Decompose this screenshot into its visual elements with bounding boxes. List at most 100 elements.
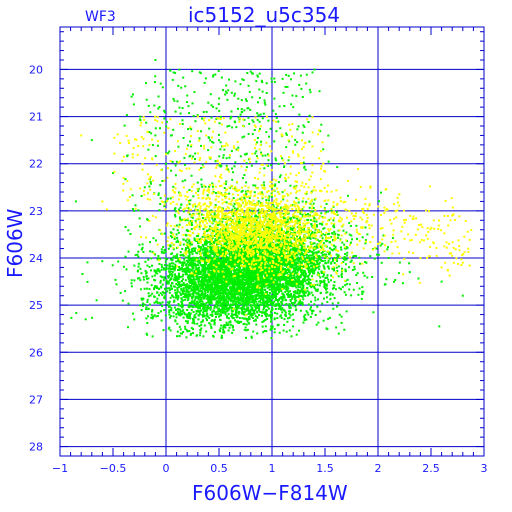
data-point bbox=[311, 285, 314, 288]
data-point bbox=[193, 272, 196, 275]
data-point bbox=[179, 285, 182, 288]
data-point bbox=[211, 274, 214, 277]
data-point bbox=[320, 234, 323, 237]
data-point bbox=[302, 280, 305, 283]
data-point bbox=[189, 285, 192, 288]
data-point bbox=[220, 308, 223, 311]
data-point bbox=[327, 281, 330, 284]
data-point bbox=[265, 305, 268, 307]
data-point bbox=[249, 301, 252, 304]
data-point bbox=[216, 286, 219, 289]
data-point bbox=[182, 331, 185, 333]
data-point bbox=[152, 237, 155, 240]
data-point bbox=[245, 294, 248, 297]
data-point bbox=[331, 267, 334, 270]
data-point bbox=[311, 232, 314, 235]
data-point bbox=[262, 285, 265, 287]
data-point bbox=[352, 288, 355, 291]
data-point bbox=[224, 311, 227, 314]
data-point bbox=[209, 306, 212, 308]
data-point bbox=[340, 273, 343, 275]
data-point bbox=[169, 245, 172, 248]
data-point bbox=[167, 275, 170, 278]
data-point bbox=[241, 273, 244, 276]
data-point bbox=[337, 332, 340, 335]
data-point bbox=[201, 300, 204, 303]
data-point bbox=[383, 283, 386, 286]
data-point bbox=[149, 241, 152, 244]
data-point bbox=[245, 237, 248, 240]
data-point bbox=[181, 247, 184, 250]
data-point bbox=[206, 289, 209, 292]
data-point bbox=[181, 306, 184, 309]
data-point bbox=[179, 261, 182, 264]
data-point bbox=[213, 322, 216, 325]
data-point bbox=[203, 315, 206, 318]
data-point bbox=[240, 259, 243, 262]
data-point bbox=[222, 262, 225, 265]
data-point bbox=[327, 317, 330, 320]
data-point bbox=[316, 305, 319, 308]
data-point bbox=[217, 289, 220, 292]
data-point bbox=[183, 289, 186, 292]
data-point bbox=[277, 285, 280, 288]
data-point bbox=[364, 226, 367, 229]
data-point bbox=[290, 217, 293, 220]
data-point bbox=[139, 288, 142, 291]
data-point bbox=[296, 219, 299, 222]
data-point bbox=[178, 308, 181, 311]
data-point bbox=[299, 280, 302, 283]
data-point bbox=[285, 330, 288, 333]
data-point bbox=[333, 244, 336, 247]
data-point bbox=[343, 328, 346, 331]
data-point bbox=[307, 313, 310, 316]
data-point bbox=[206, 305, 209, 307]
data-point bbox=[353, 265, 356, 268]
data-point bbox=[200, 296, 203, 299]
data-point bbox=[360, 297, 363, 300]
data-point bbox=[268, 208, 271, 211]
data-point bbox=[283, 208, 286, 211]
data-point bbox=[260, 291, 263, 294]
data-point bbox=[306, 311, 309, 314]
data-point bbox=[253, 312, 256, 315]
data-point bbox=[255, 300, 258, 303]
data-point bbox=[331, 249, 334, 252]
data-point bbox=[214, 218, 216, 220]
data-point bbox=[290, 302, 293, 305]
data-point bbox=[219, 304, 222, 307]
data-point bbox=[212, 288, 215, 291]
data-point bbox=[216, 287, 219, 290]
data-point bbox=[313, 217, 316, 220]
data-point bbox=[249, 276, 252, 279]
data-point bbox=[330, 279, 332, 282]
data-point bbox=[249, 270, 252, 273]
data-point bbox=[200, 213, 203, 216]
data-point bbox=[157, 287, 160, 290]
data-point bbox=[340, 274, 343, 277]
data-point bbox=[216, 238, 219, 241]
data-point bbox=[293, 272, 296, 275]
data-point bbox=[248, 312, 251, 315]
data-point bbox=[226, 296, 229, 299]
data-point bbox=[232, 294, 235, 297]
data-point bbox=[205, 330, 208, 333]
data-point bbox=[181, 299, 184, 302]
data-point bbox=[137, 265, 140, 268]
data-point bbox=[279, 250, 282, 253]
data-point bbox=[176, 330, 179, 333]
data-point bbox=[253, 274, 256, 277]
data-point bbox=[244, 256, 247, 259]
data-point bbox=[303, 261, 306, 264]
data-point bbox=[378, 200, 380, 203]
data-point bbox=[178, 286, 180, 289]
data-point bbox=[322, 227, 325, 230]
data-point bbox=[200, 246, 202, 249]
data-point bbox=[169, 270, 172, 273]
data-point bbox=[320, 252, 323, 254]
data-point bbox=[190, 243, 193, 246]
data-point bbox=[315, 225, 318, 228]
data-point bbox=[288, 316, 291, 319]
data-point bbox=[227, 308, 230, 311]
data-point bbox=[193, 299, 196, 302]
